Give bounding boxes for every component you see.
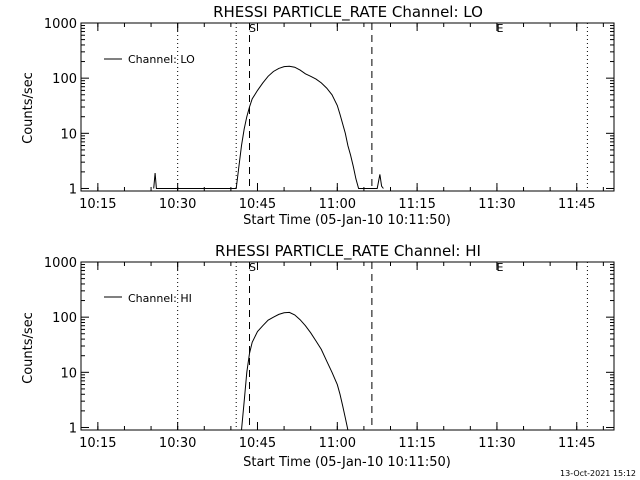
x-tick-label: 10:45 [239,197,276,212]
x-tick-label: 11:30 [478,197,515,212]
y-tick-label: 10 [60,366,77,381]
series-line [153,65,384,189]
event-marker-label: S [249,261,256,274]
y-tick-label: 1 [69,182,77,197]
legend-label-hi: Channel: HI [128,292,192,305]
x-tick-label: 11:15 [398,197,435,212]
y-tick-label: 1000 [44,17,77,32]
x-tick-label: 10:15 [79,436,116,451]
x-tick-label: 10:45 [239,436,276,451]
x-tick-label: 10:15 [79,197,116,212]
x-tick-label: 11:45 [558,197,595,212]
y-tick-label: 100 [52,311,77,326]
y-tick-label: 1000 [44,256,77,271]
chart-title-hi: RHESSI PARTICLE_RATE Channel: HI [215,242,481,261]
hi-channel-panel: RHESSI PARTICLE_RATE Channel: HI Start T… [21,242,615,470]
event-marker-label: E [496,261,503,274]
legend-label-lo: Channel: LO [128,53,195,66]
x-axis-label-hi: Start Time (05-Jan-10 10:11:50) [243,455,451,470]
x-tick-label: 11:45 [558,436,595,451]
footer-timestamp: 13-Oct-2021 15:12 [560,469,636,478]
series-line [241,311,349,431]
event-marker-label: S [249,22,256,35]
chart-title-lo: RHESSI PARTICLE_RATE Channel: LO [213,3,483,22]
x-tick-label: 11:30 [478,436,515,451]
y-tick-label: 1 [69,421,77,436]
lo-channel-panel: RHESSI PARTICLE_RATE Channel: LO Start T… [21,3,615,228]
y-axis-label-lo: Counts/sec [21,72,36,144]
plot-frame [80,261,615,431]
y-tick-label: 100 [52,72,77,87]
x-tick-label: 10:30 [159,197,196,212]
x-tick-label: 11:00 [319,436,356,451]
x-axis-label-lo: Start Time (05-Jan-10 10:11:50) [243,213,451,228]
y-axis-label-hi: Counts/sec [21,312,36,384]
x-tick-label: 11:00 [319,197,356,212]
plot-frame [80,22,615,192]
y-tick-label: 10 [60,127,77,142]
x-tick-label: 10:30 [159,436,196,451]
x-tick-label: 11:15 [398,436,435,451]
event-marker-label: E [496,22,503,35]
